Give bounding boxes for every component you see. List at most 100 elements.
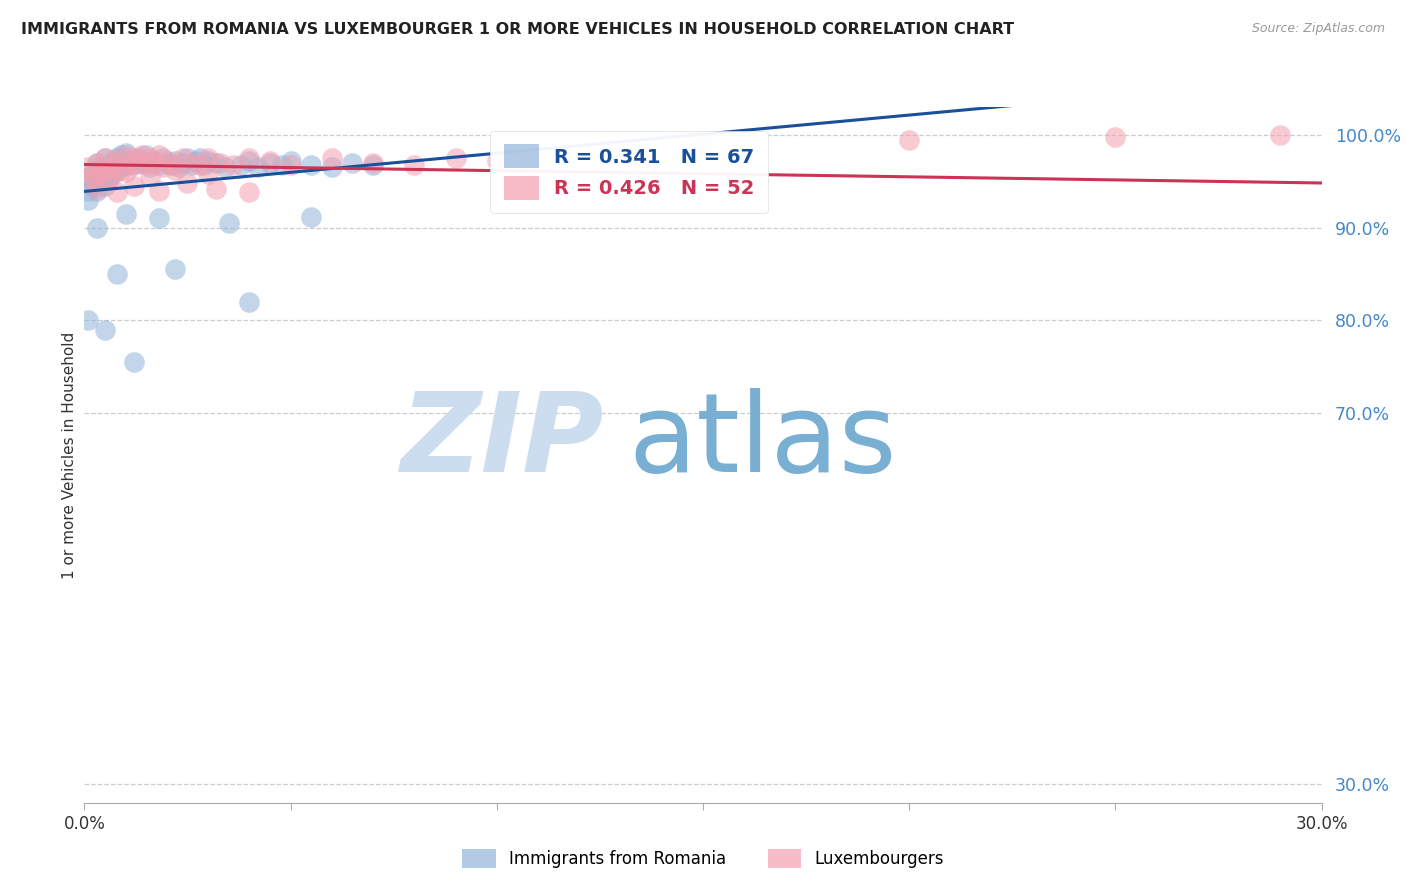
Point [197, 153, 219, 168]
Point [898, 132, 921, 146]
Text: IMMIGRANTS FROM ROMANIA VS LUXEMBOURGER 1 OR MORE VEHICLES IN HOUSEHOLD CORRELAT: IMMIGRANTS FROM ROMANIA VS LUXEMBOURGER … [21, 22, 1014, 37]
Point [110, 161, 132, 175]
Point [197, 167, 219, 181]
Point [86, 184, 108, 198]
Point [156, 155, 179, 169]
Point [82, 178, 104, 193]
Point [404, 157, 426, 171]
Point [172, 155, 194, 169]
Point [82, 167, 104, 181]
Point [114, 148, 136, 162]
Point [90, 167, 112, 181]
Point [94, 165, 117, 179]
Point [77, 161, 100, 175]
Point [238, 294, 260, 309]
Point [86, 182, 108, 196]
Point [105, 186, 128, 200]
Point [229, 157, 252, 171]
Point [148, 157, 170, 171]
Point [82, 165, 104, 179]
Point [238, 153, 260, 168]
Point [205, 155, 228, 169]
Point [180, 155, 202, 169]
Point [148, 148, 170, 162]
Point [94, 151, 117, 165]
Point [148, 184, 170, 198]
Point [127, 155, 149, 169]
Point [118, 153, 141, 168]
Point [122, 151, 145, 165]
Point [105, 163, 128, 178]
Point [131, 148, 153, 162]
Point [188, 151, 211, 165]
Point [103, 167, 125, 181]
Point [114, 146, 136, 161]
Point [77, 313, 100, 327]
Point [193, 157, 215, 171]
Point [184, 153, 207, 168]
Point [114, 207, 136, 221]
Point [148, 211, 170, 226]
Point [176, 151, 198, 165]
Point [321, 151, 343, 165]
Point [485, 153, 508, 168]
Point [214, 161, 236, 175]
Point [246, 161, 269, 175]
Point [98, 172, 121, 186]
Point [160, 157, 183, 171]
Point [342, 155, 364, 169]
Point [205, 182, 228, 196]
Point [105, 151, 128, 165]
Point [110, 148, 132, 162]
Point [180, 157, 202, 171]
Point [361, 157, 384, 171]
Point [152, 151, 174, 165]
Point [103, 153, 125, 168]
Point [218, 216, 240, 230]
Point [1104, 129, 1126, 144]
Point [444, 151, 467, 165]
Point [110, 163, 132, 178]
Point [98, 157, 121, 171]
Point [114, 165, 136, 179]
Point [152, 161, 174, 175]
Point [90, 174, 112, 188]
Point [321, 161, 343, 175]
Point [122, 178, 145, 193]
Point [209, 155, 232, 169]
Point [86, 155, 108, 169]
Point [361, 155, 384, 169]
Point [299, 157, 322, 171]
Legend: Immigrants from Romania, Luxembourgers: Immigrants from Romania, Luxembourgers [456, 842, 950, 875]
Text: ZIP: ZIP [401, 387, 605, 494]
Point [86, 220, 108, 235]
Point [165, 153, 187, 168]
Point [94, 323, 117, 337]
Point [259, 155, 281, 169]
Point [172, 151, 194, 165]
Point [114, 159, 136, 173]
Point [127, 151, 149, 165]
Point [1270, 128, 1292, 142]
Point [94, 178, 117, 193]
Point [280, 153, 302, 168]
Point [165, 262, 187, 277]
Point [86, 169, 108, 184]
Point [105, 267, 128, 281]
Point [238, 151, 260, 165]
Point [165, 157, 187, 171]
Point [143, 155, 166, 169]
Point [105, 153, 128, 167]
Point [176, 176, 198, 190]
Point [692, 137, 714, 152]
Point [299, 210, 322, 224]
Point [103, 157, 125, 171]
Point [238, 186, 260, 200]
Point [90, 161, 112, 175]
Point [156, 153, 179, 168]
Point [82, 172, 104, 186]
Point [197, 151, 219, 165]
Text: Source: ZipAtlas.com: Source: ZipAtlas.com [1251, 22, 1385, 36]
Point [122, 157, 145, 171]
Point [77, 169, 100, 184]
